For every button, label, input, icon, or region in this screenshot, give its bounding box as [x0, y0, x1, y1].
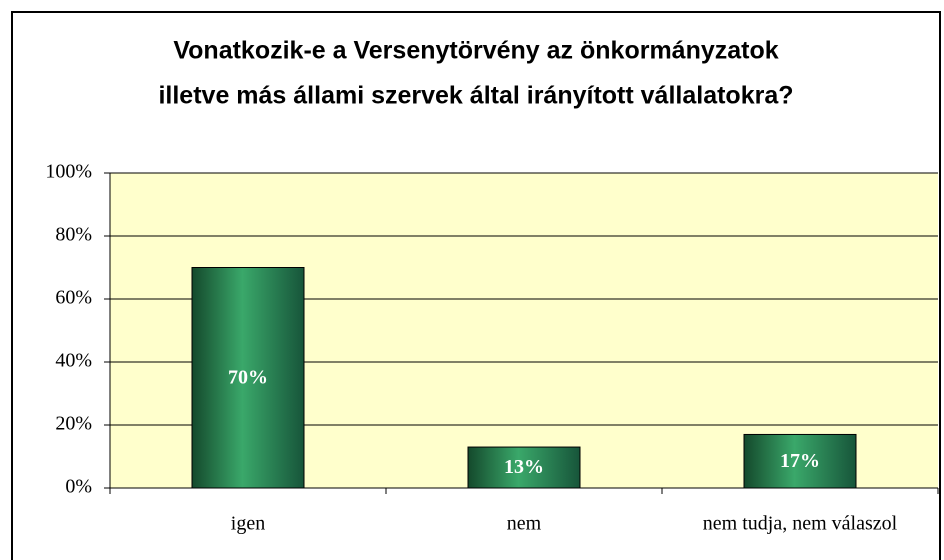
bar	[467, 446, 581, 489]
bar	[743, 433, 857, 489]
y-tick-label: 0%	[65, 476, 92, 498]
x-tick-label: nem	[507, 513, 542, 535]
y-tick-label: 40%	[55, 350, 92, 372]
x-tick-label: igen	[231, 513, 265, 535]
bar	[191, 267, 305, 489]
value-label: 17%	[780, 450, 820, 472]
value-label: 13%	[504, 456, 544, 478]
x-tick-label: nem tudja, nem válaszol	[703, 513, 898, 535]
chart-title: Vonatkozik-e a Versenytörvény az önkormá…	[173, 37, 778, 65]
y-tick-label: 60%	[55, 287, 92, 309]
value-label: 70%	[228, 366, 268, 388]
chart-title: illetve más állami szervek által irányít…	[158, 82, 793, 110]
y-tick-label: 80%	[55, 224, 92, 246]
y-tick-label: 20%	[55, 413, 92, 435]
y-tick-label: 100%	[45, 161, 92, 183]
